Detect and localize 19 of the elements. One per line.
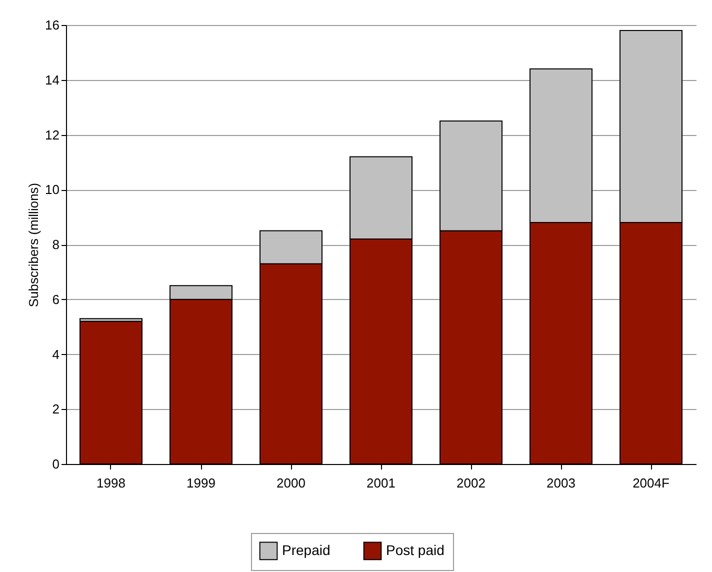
y-tick-label: 8: [52, 237, 60, 252]
y-tick-label: 14: [45, 72, 60, 88]
x-tick-label: 2004F: [632, 476, 670, 490]
x-tick-label: 2003: [546, 476, 576, 490]
y-tick-label: 16: [45, 18, 60, 32]
legend-label: Post paid: [386, 542, 444, 558]
y-axis-title: Subscribers (millions): [26, 182, 42, 308]
y-tick-label: 2: [52, 402, 60, 417]
x-tick-label: 1998: [96, 476, 126, 490]
y-tick-label: 12: [45, 127, 60, 142]
y-tick-label: 4: [52, 346, 60, 362]
x-tick-label: 2001: [366, 476, 396, 490]
y-tick-label: 6: [52, 292, 60, 307]
y-tick-label: 0: [52, 456, 60, 472]
x-tick-label: 2002: [456, 476, 486, 490]
y-tick-label: 10: [45, 182, 60, 198]
legend-label: Prepaid: [282, 542, 330, 558]
x-tick-label: 2000: [276, 476, 306, 490]
x-tick-label: 1999: [186, 476, 216, 490]
